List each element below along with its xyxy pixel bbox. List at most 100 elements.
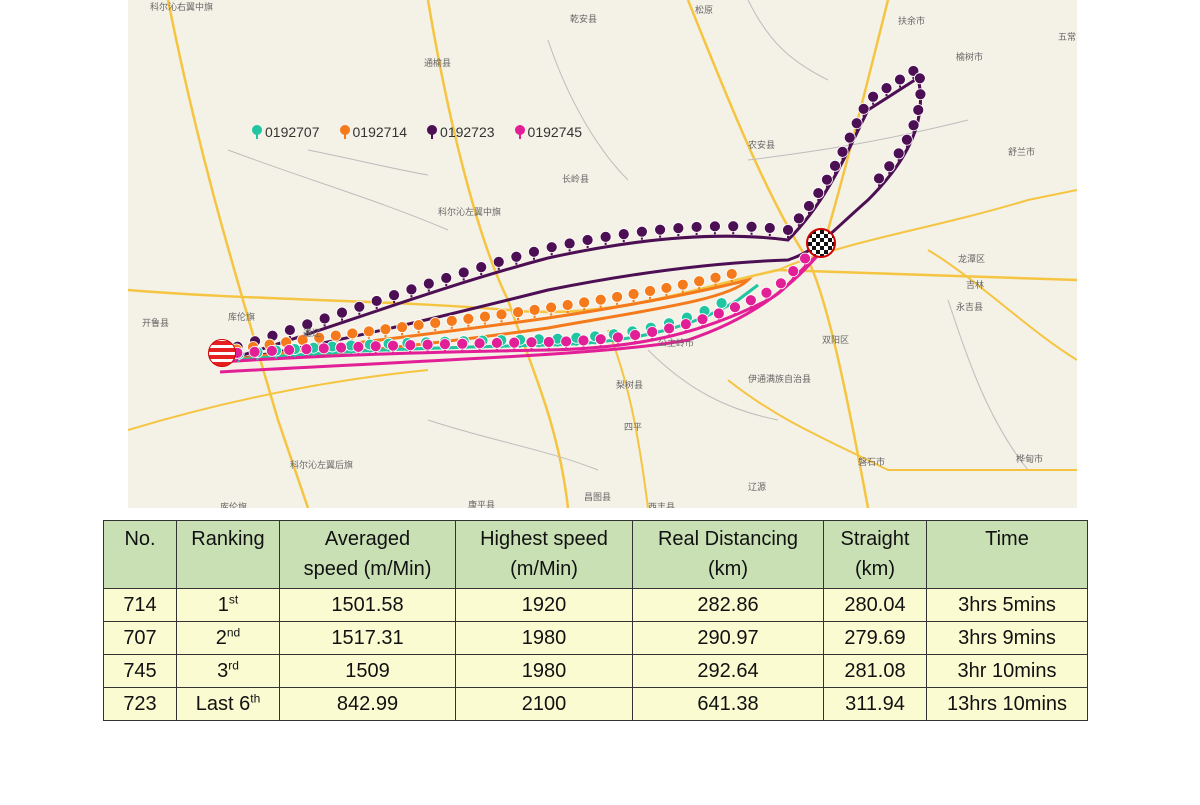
legend-item-0192707[interactable]: 0192707 [252, 124, 320, 140]
map-pin-icon [792, 212, 805, 225]
map-pin-icon [672, 222, 685, 234]
map-pin-icon [676, 278, 689, 291]
map-pin-icon [421, 338, 434, 351]
place-label: 科尔沁右翼中旗 [150, 2, 214, 12]
map-pin-icon [644, 285, 656, 297]
map-pin-icon [318, 312, 331, 325]
finish-flag-icon [806, 228, 836, 258]
map-pin-icon [404, 339, 417, 352]
cell-ranking: 2nd [176, 621, 280, 655]
road [128, 369, 429, 431]
map-canvas [128, 0, 1077, 508]
map-pin-icon [563, 237, 576, 250]
map-pin-icon [883, 160, 896, 173]
map-pin-icon [611, 291, 624, 303]
legend-item-0192745[interactable]: 0192745 [514, 124, 582, 140]
map-pin-icon [542, 336, 555, 348]
map-pin-icon [693, 275, 706, 288]
map-pin-icon [528, 245, 540, 258]
cell-highest-speed: 2100 [455, 687, 633, 721]
cell-ranking: 3rd [176, 654, 280, 688]
cell-no: 714 [103, 588, 177, 622]
map-pin-icon [301, 318, 314, 331]
legend-item-0192723[interactable]: 0192723 [427, 124, 495, 140]
place-label: 科尔沁左翼后旗 [290, 460, 354, 470]
cell-time: 3hrs 5mins [926, 588, 1088, 622]
cell-real-distance: 292.64 [632, 654, 824, 688]
map-pin-icon [696, 313, 709, 326]
place-label: 通辽 [303, 328, 322, 338]
map-pin-icon [646, 326, 659, 338]
map-pin-icon [379, 323, 392, 336]
map-pin-icon [663, 322, 676, 335]
place-label: 扶余市 [898, 16, 926, 26]
map-pin-icon [873, 172, 885, 185]
map-pin-icon [528, 303, 541, 316]
map-pin-icon [745, 220, 758, 233]
place-label: 永吉县 [956, 302, 984, 312]
place-label: 农安县 [748, 140, 776, 150]
map-pin-icon [907, 119, 920, 132]
map-pin-icon [525, 336, 538, 349]
map-pin-icon [594, 293, 607, 306]
cell-straight: 281.08 [823, 654, 927, 688]
cell-avg-speed: 842.99 [279, 687, 456, 721]
road [727, 379, 1077, 471]
road [747, 119, 969, 161]
legend-item-0192714[interactable]: 0192714 [339, 124, 408, 140]
map-pin-icon [510, 250, 523, 263]
map-pin-icon [300, 343, 313, 356]
map-pin-icon [599, 231, 612, 243]
cell-time: 3hrs 9mins [926, 621, 1088, 655]
map-pin-icon [514, 125, 525, 139]
map-pin-icon [744, 294, 757, 307]
map-pin-icon [912, 104, 925, 116]
map-pin-icon [492, 255, 505, 268]
map-pin-icon [799, 252, 811, 265]
cell-straight: 311.94 [823, 687, 927, 721]
place-label: 双阳区 [822, 335, 850, 345]
map-pin-icon [850, 117, 863, 130]
track-pins [214, 65, 927, 364]
map-pin-icon [803, 200, 815, 212]
map-pin-icon [760, 286, 773, 299]
header-averaged-speed: Averaged speed (m/Min) [279, 520, 456, 589]
map-pin-icon [313, 331, 326, 344]
map-pin-icon [617, 228, 630, 241]
road [128, 268, 1077, 314]
legend-label: 0192714 [352, 124, 408, 140]
map-pin-icon [363, 325, 375, 338]
map-pin-icon [352, 341, 365, 353]
map-pin-icon [578, 296, 591, 309]
road [547, 39, 629, 181]
cell-straight: 280.04 [823, 588, 927, 622]
map-pin-icon [353, 300, 366, 313]
map-pin-icon [782, 224, 794, 236]
road [427, 419, 599, 471]
map-pin-icon [339, 125, 350, 139]
map-pin-icon [473, 337, 486, 350]
map-pin-icon [679, 318, 692, 331]
table-row: 714 1st 1501.58 1920 282.86 280.04 3hrs … [103, 588, 1088, 622]
place-label: 伊通满族自治县 [748, 374, 812, 384]
map-pin-icon [775, 277, 787, 290]
route-map[interactable]: 科尔沁右翼中旗 乾安县 松原 扶余市 五常 榆树市 通榆县 农安县 舒兰市 长岭县 科尔沁左翼中旗龙… [128, 0, 1077, 508]
header-highest-speed: Highest speed (m/Min) [455, 520, 633, 589]
header-straight: Straight (km) [823, 520, 927, 589]
map-pin-icon [369, 340, 382, 353]
map-pin-icon [456, 337, 469, 350]
map-pin-icon [508, 336, 521, 349]
cell-real-distance: 282.86 [632, 588, 824, 622]
map-pin-icon [892, 147, 905, 160]
road [426, 0, 570, 508]
map-pin-icon [627, 288, 640, 300]
map-pin-icon [690, 221, 703, 233]
map-pin-icon [388, 289, 400, 302]
map-pin-icon [857, 102, 870, 115]
map-pin-icon [867, 90, 879, 103]
place-label: 公主岭市 [658, 338, 695, 348]
cell-real-distance: 290.97 [632, 621, 824, 655]
cell-time: 3hr 10mins [926, 654, 1088, 688]
map-pin-icon [715, 297, 728, 309]
map-pin-icon [821, 173, 833, 186]
